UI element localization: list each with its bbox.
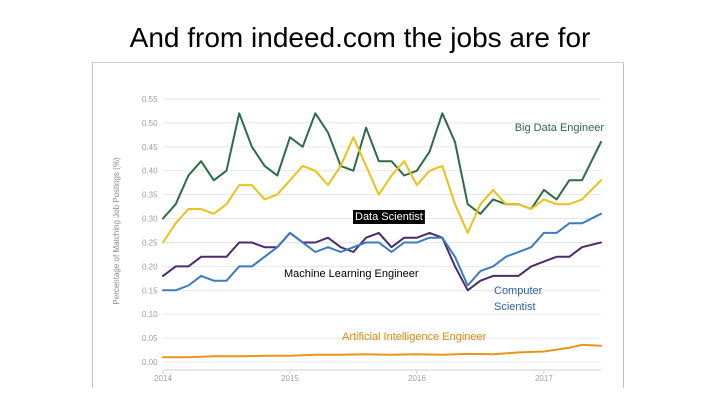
line-chart: 0.00 0.05 0.10 0.15 0.20 0.25 0.30 0.35 0.40 0.45… — [112, 95, 604, 383]
y-tick-label: 0.10 — [142, 310, 158, 319]
y-axis-ticks: 0.00 0.05 0.10 0.15 0.20 0.25 0.30 0.35 0.40 0.45… — [142, 95, 158, 367]
y-tick-label: 0.50 — [142, 119, 158, 128]
x-axis-ticks: 2014 2015 2016 2017 — [154, 369, 601, 383]
y-tick-label: 0.40 — [142, 167, 158, 176]
label-box-data-scientist — [353, 210, 425, 224]
y-tick-label: 0.25 — [142, 238, 158, 247]
y-tick-label: 0.55 — [142, 95, 158, 104]
series-line-computer-scientist — [162, 212, 602, 292]
series-label-scientist: Scientist — [494, 301, 536, 313]
series-line-machine-learning-engineer — [162, 231, 602, 292]
chart-frame: 0.00 0.05 0.10 0.15 0.20 0.25 0.30 0.35 0.40 0.45… — [92, 62, 624, 388]
series-line-artificial-intelligence-engineer — [162, 343, 602, 359]
chart-annotations: Big Data Engineer Data Scientist Machine L… — [284, 122, 604, 343]
y-tick-label: 0.35 — [142, 191, 158, 200]
series-label-computer: Computer — [494, 285, 543, 297]
y-axis-label: Percentage of Matching Job Postings (%) — [112, 157, 121, 305]
x-tick-label: 2014 — [154, 374, 172, 383]
x-tick-label: 2016 — [408, 374, 426, 383]
y-tick-label: 0.45 — [142, 143, 158, 152]
series-label-big-data-engineer: Big Data Engineer — [515, 122, 605, 134]
series-label-machine-learning-engineer: Machine Learning Engineer — [284, 268, 419, 280]
y-tick-label: 0.15 — [142, 286, 158, 295]
chart-series — [162, 112, 602, 359]
series-label-data-scientist: Data Scientist — [355, 211, 423, 223]
series-line-data-scientist — [162, 136, 602, 244]
series-label-artificial-intelligence-engineer: Artificial Intelligence Engineer — [342, 331, 487, 343]
y-tick-label: 0.30 — [142, 215, 158, 224]
y-tick-label: 0.00 — [142, 358, 158, 367]
chart-grid — [163, 98, 601, 363]
y-tick-label: 0.20 — [142, 262, 158, 271]
x-tick-label: 2015 — [281, 374, 299, 383]
y-tick-label: 0.05 — [142, 334, 158, 343]
slide-title: And from indeed.com the jobs are for — [129, 22, 591, 53]
x-tick-label: 2017 — [535, 374, 553, 383]
